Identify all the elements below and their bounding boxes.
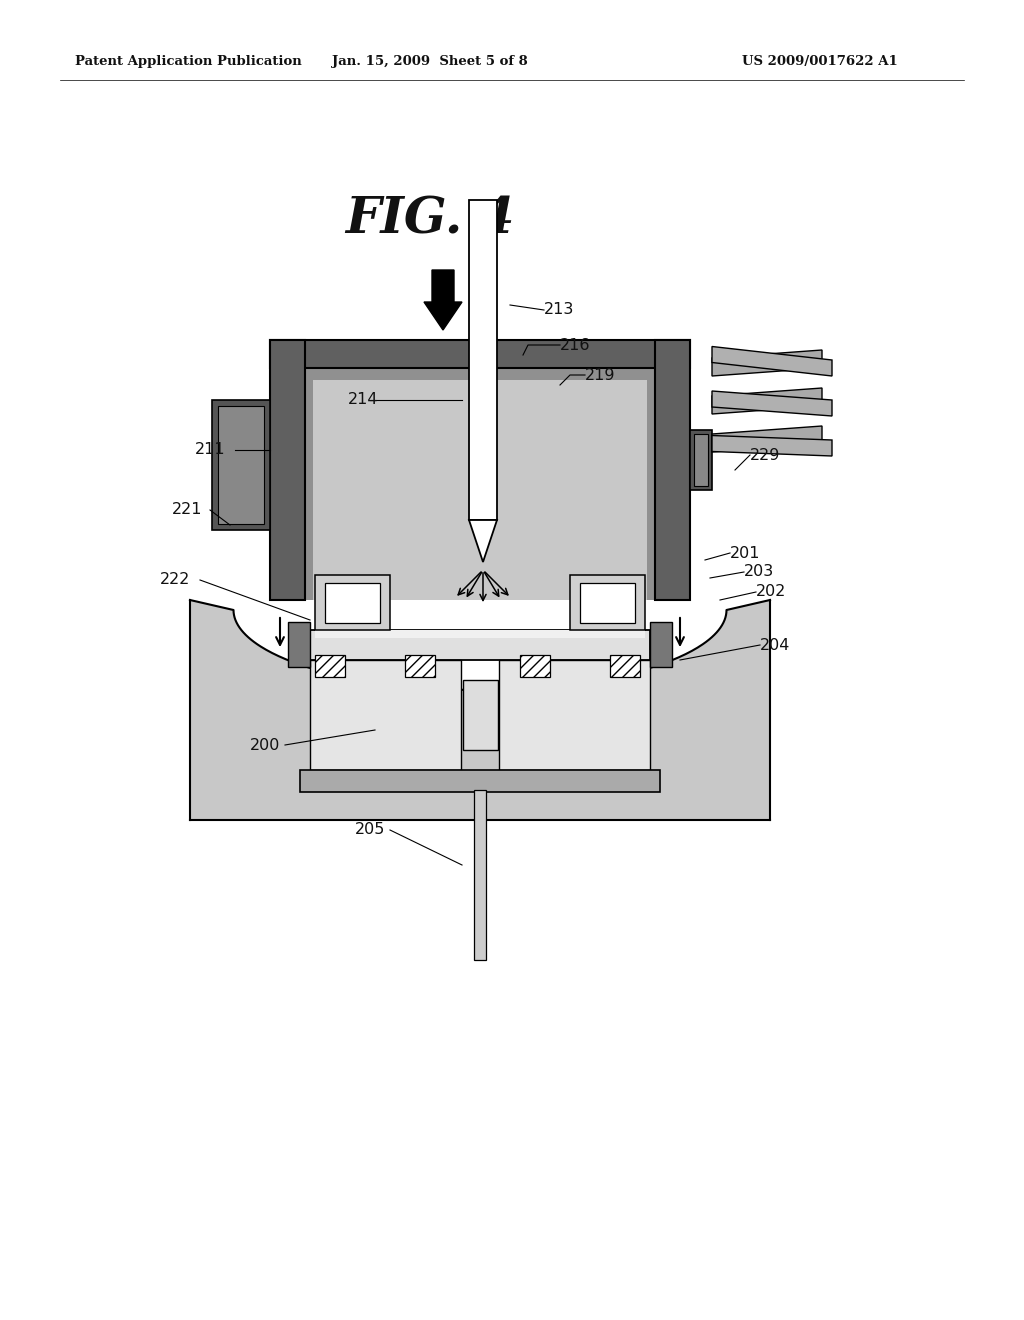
Polygon shape [712, 426, 822, 451]
Text: Patent Application Publication: Patent Application Publication [75, 55, 302, 69]
Bar [570, 576, 645, 630]
Bar [300, 770, 660, 792]
Polygon shape [712, 346, 831, 376]
Text: 221: 221 [172, 503, 203, 517]
Polygon shape [190, 601, 770, 820]
Bar [305, 368, 313, 601]
Text: 213: 213 [544, 302, 574, 318]
Bar [315, 576, 390, 630]
Text: 229: 229 [750, 447, 780, 462]
Bar [694, 434, 708, 486]
Bar [288, 622, 310, 667]
Bar [520, 655, 550, 677]
Text: 201: 201 [730, 545, 761, 561]
Bar [305, 368, 655, 601]
Bar [310, 630, 650, 660]
Bar [315, 655, 345, 677]
Bar [310, 660, 461, 770]
Polygon shape [469, 520, 497, 562]
Bar [499, 660, 650, 770]
Text: 202: 202 [756, 585, 786, 599]
Text: 200: 200 [250, 738, 281, 752]
Text: US 2009/0017622 A1: US 2009/0017622 A1 [742, 55, 898, 69]
Bar [218, 407, 264, 524]
Text: 204: 204 [760, 638, 791, 652]
Polygon shape [712, 388, 822, 414]
Bar [650, 622, 672, 667]
Text: FIG. 4: FIG. 4 [345, 195, 515, 244]
Bar [690, 430, 712, 490]
Text: 222: 222 [160, 573, 190, 587]
Bar [469, 201, 497, 520]
Bar [474, 789, 486, 960]
Text: 219: 219 [585, 367, 615, 383]
Text: 205: 205 [355, 822, 385, 837]
Polygon shape [712, 436, 831, 455]
Bar [580, 583, 635, 623]
Text: Jan. 15, 2009  Sheet 5 of 8: Jan. 15, 2009 Sheet 5 of 8 [332, 55, 528, 69]
Bar [325, 583, 380, 623]
Bar [270, 341, 305, 601]
Bar [406, 655, 435, 677]
Text: 216: 216 [560, 338, 591, 352]
Bar [315, 630, 645, 638]
Bar [610, 655, 640, 677]
Bar [270, 341, 690, 368]
Polygon shape [712, 391, 831, 416]
Bar [305, 368, 655, 380]
Text: 214: 214 [348, 392, 379, 408]
FancyArrow shape [424, 271, 462, 330]
Bar [463, 680, 498, 750]
Bar [647, 368, 655, 601]
Bar [655, 341, 690, 601]
Bar [212, 400, 270, 531]
Polygon shape [712, 350, 822, 376]
Text: 211: 211 [195, 442, 225, 458]
Text: 203: 203 [744, 565, 774, 579]
